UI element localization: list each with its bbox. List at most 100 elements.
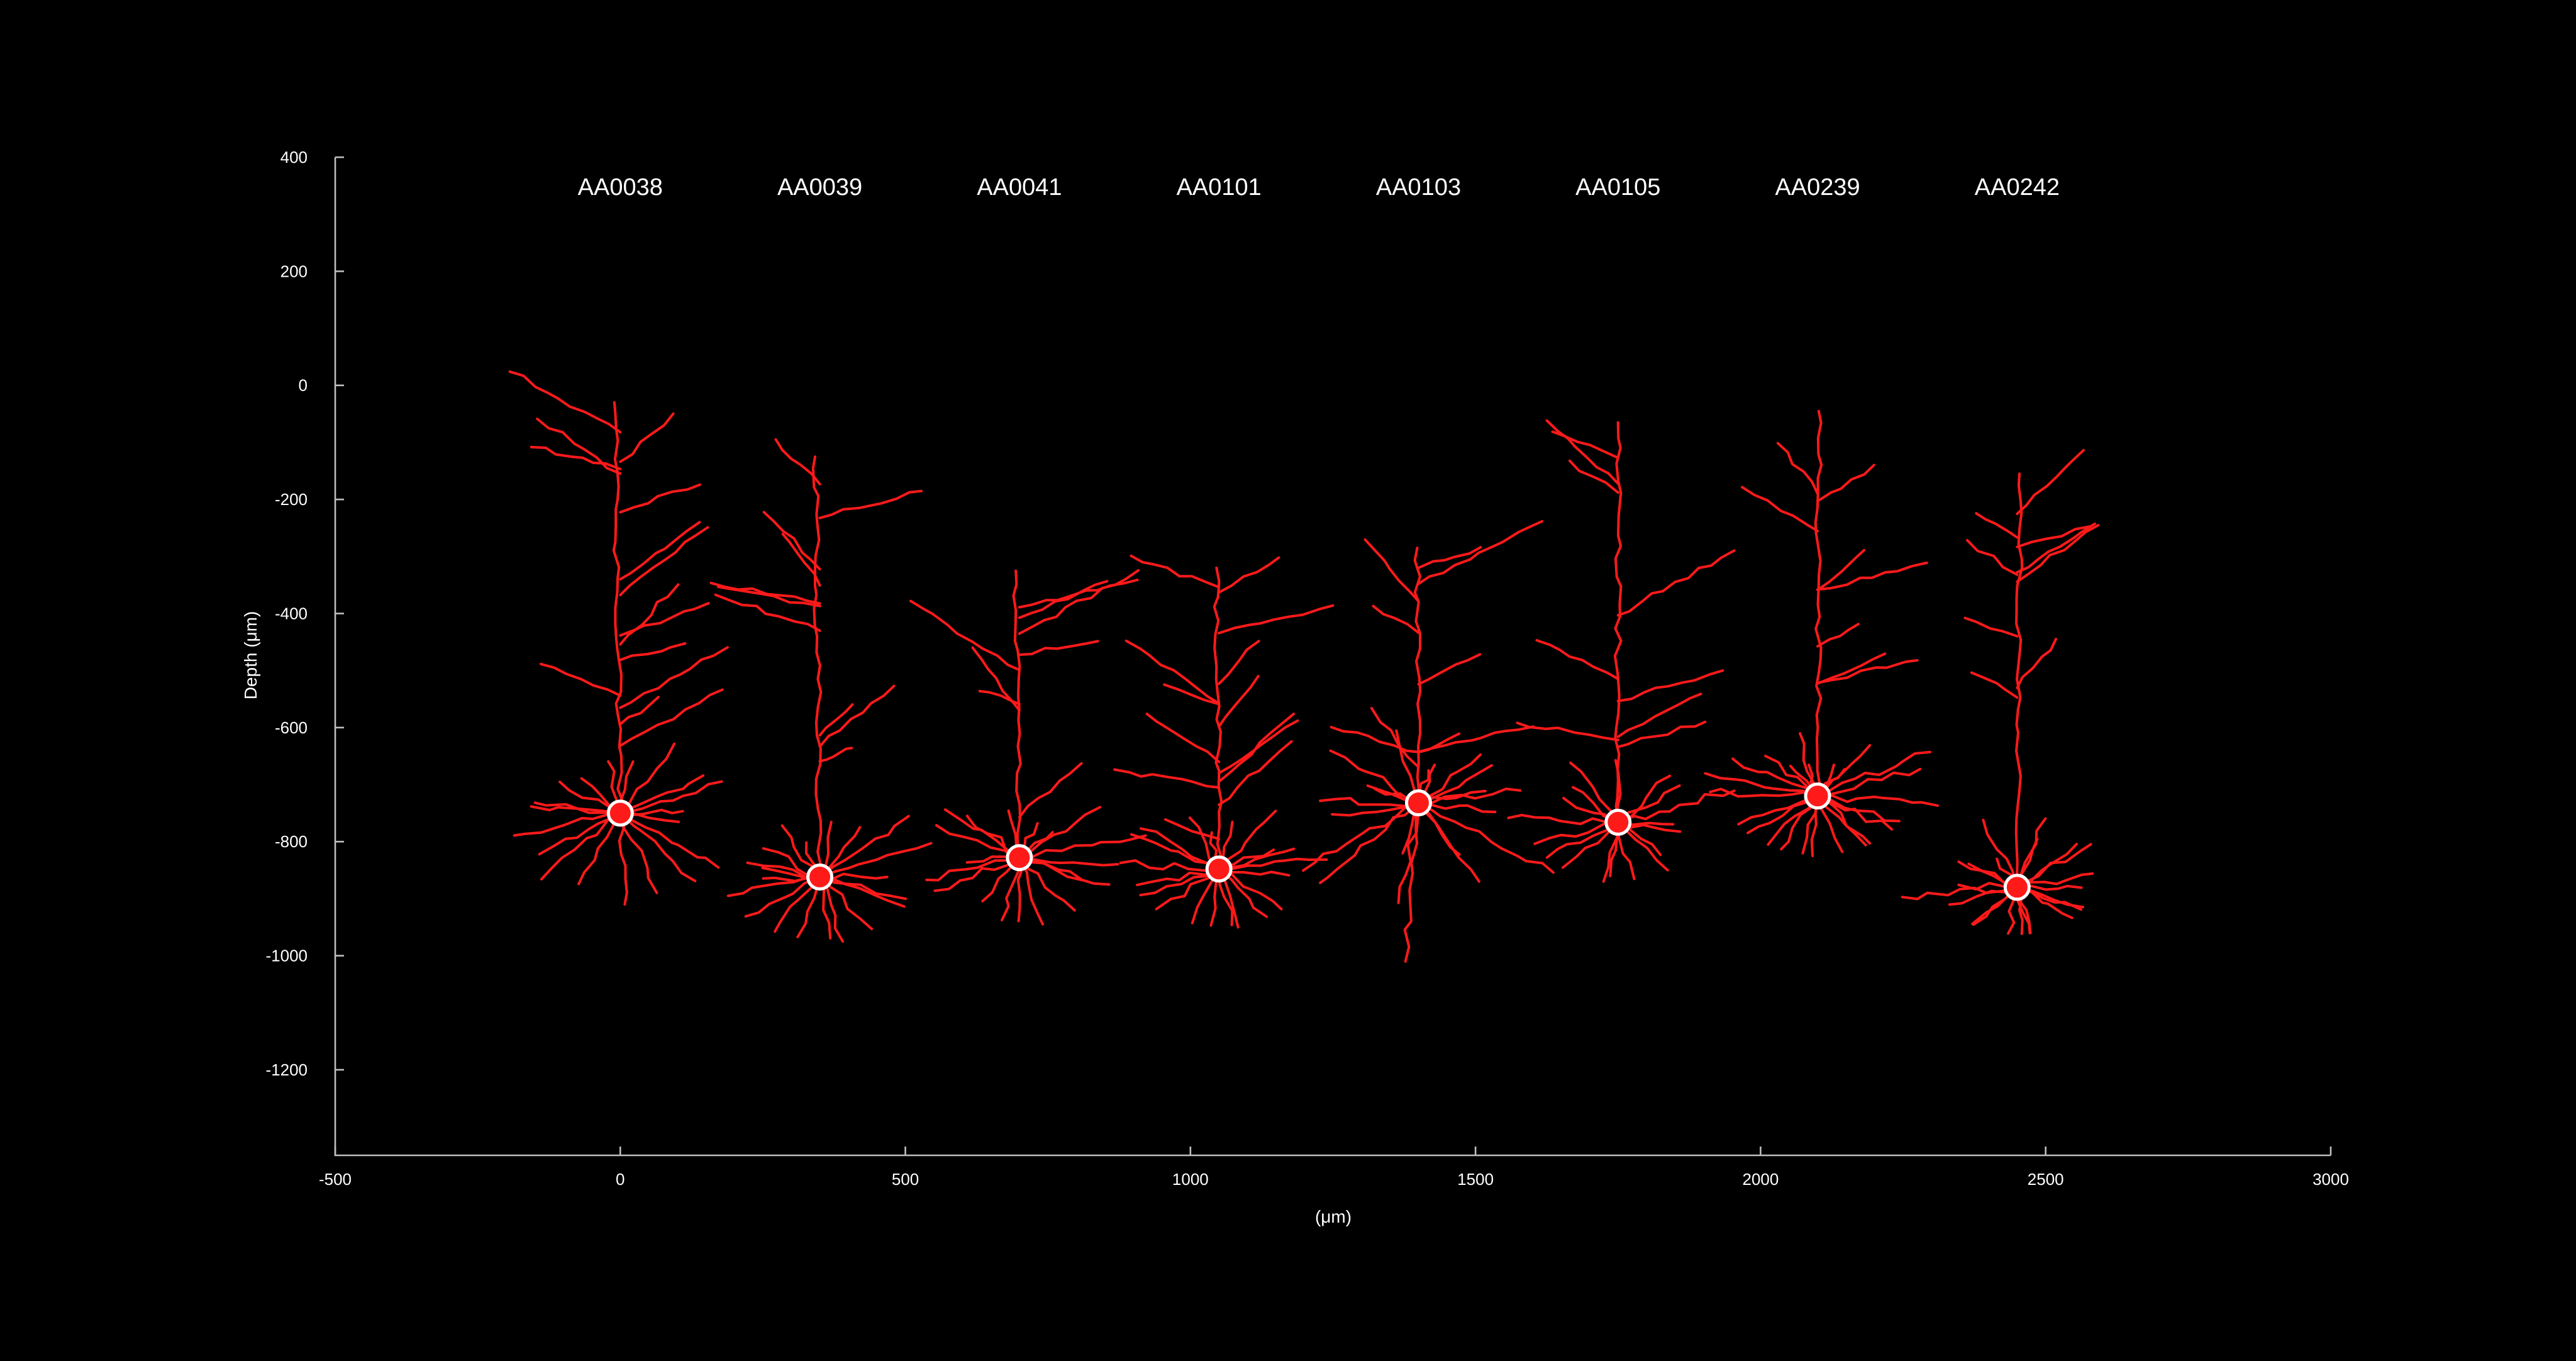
y-tick-label: -600 bbox=[275, 718, 308, 737]
oblique-dendrite bbox=[1163, 818, 1221, 840]
oblique-dendrite bbox=[619, 583, 680, 646]
oblique-dendrite bbox=[1370, 707, 1420, 769]
oblique-dendrite bbox=[1330, 726, 1420, 753]
oblique-dendrite bbox=[1417, 653, 1482, 686]
oblique-dendrite bbox=[619, 602, 710, 637]
soma-marker bbox=[606, 799, 634, 827]
oblique-dendrite bbox=[1018, 762, 1083, 819]
soma-marker bbox=[2003, 874, 2031, 901]
basal-dendrite bbox=[1119, 859, 1221, 872]
basal-dendrite bbox=[1816, 793, 1940, 807]
neuron-aa0041: AA0041 bbox=[909, 174, 1147, 926]
tuft-dendrite bbox=[530, 445, 622, 470]
tuft-dendrite bbox=[1218, 556, 1280, 594]
tuft-dendrite bbox=[1018, 579, 1139, 609]
oblique-dendrite bbox=[1124, 640, 1221, 705]
oblique-dendrite bbox=[619, 646, 729, 709]
descending-process bbox=[618, 811, 628, 906]
oblique-dendrite bbox=[1816, 623, 1860, 648]
basal-dendrite bbox=[1507, 814, 1619, 825]
basal-dendrite bbox=[818, 842, 933, 879]
oblique-dendrite bbox=[540, 662, 622, 697]
tuft-dendrite bbox=[1551, 430, 1619, 459]
basal-dendrite bbox=[619, 780, 723, 814]
apical-dendrite bbox=[1213, 566, 1223, 870]
basal-dendrite bbox=[558, 780, 622, 814]
tuft-dendrite bbox=[1363, 538, 1420, 603]
oblique-dendrite bbox=[1417, 725, 1535, 753]
descending-process bbox=[1018, 856, 1044, 926]
basal-dendrite bbox=[1417, 801, 1555, 874]
basal-dendrite bbox=[1709, 787, 1819, 798]
basal-dendrite bbox=[1561, 821, 1619, 869]
basal-dendrite bbox=[1397, 801, 1420, 904]
oblique-dendrite bbox=[714, 593, 821, 632]
basal-dendrite bbox=[1302, 801, 1420, 872]
neuron-aa0105: AA0105 bbox=[1507, 174, 1736, 883]
apical-dendrite bbox=[2014, 472, 2024, 889]
oblique-dendrite bbox=[2016, 524, 2100, 583]
neuron-aa0039: AA0039 bbox=[709, 174, 933, 943]
basal-dendrite bbox=[818, 814, 910, 879]
apical-dendrite bbox=[811, 455, 823, 879]
basal-dendrite bbox=[540, 811, 622, 880]
basal-dendrite bbox=[925, 856, 1021, 882]
y-tick-label: -1000 bbox=[266, 947, 308, 965]
x-axis-label: (μm) bbox=[1315, 1207, 1352, 1226]
basal-dendrite bbox=[1816, 750, 1931, 797]
oblique-dendrite bbox=[818, 747, 853, 763]
tuft-dendrite bbox=[619, 412, 675, 464]
oblique-dendrite bbox=[1616, 669, 1724, 703]
basal-dendrite bbox=[1417, 801, 1480, 883]
basal-dendrite bbox=[1329, 749, 1420, 804]
basal-dendrite bbox=[1901, 886, 2019, 901]
basal-dendrite bbox=[1731, 757, 1819, 797]
oblique-dendrite bbox=[1218, 640, 1260, 686]
apical-dendrite bbox=[1012, 569, 1022, 859]
oblique-dendrite bbox=[619, 688, 724, 747]
tuft-dendrite bbox=[1130, 554, 1221, 589]
neuron-label: AA0105 bbox=[1575, 174, 1660, 201]
oblique-dendrite bbox=[1018, 640, 1099, 656]
oblique-dendrite bbox=[1963, 616, 2019, 638]
oblique-dendrite bbox=[1616, 720, 1707, 748]
y-tick-label: -1200 bbox=[266, 1060, 308, 1079]
basal-dendrite bbox=[1018, 856, 1076, 912]
basal-dendrite bbox=[1616, 789, 1736, 824]
neuron-aa0103: AA0103 bbox=[1302, 174, 1555, 963]
basal-dendrite bbox=[818, 875, 906, 908]
y-tick-label: 200 bbox=[280, 262, 308, 281]
basal-dendrite bbox=[1816, 794, 1893, 831]
y-axis-ticks: 400 200 0 -200 -400 -600 -800 -1000 -1200 bbox=[266, 148, 344, 1079]
tuft-dendrite bbox=[818, 489, 923, 519]
oblique-dendrite bbox=[909, 599, 1021, 672]
soma-marker bbox=[806, 863, 834, 891]
y-tick-label: -200 bbox=[275, 490, 308, 509]
tuft-dendrite bbox=[1816, 464, 1875, 503]
y-tick-label: -800 bbox=[275, 832, 308, 851]
neuron-label: AA0242 bbox=[1975, 174, 2060, 201]
basal-dendrite bbox=[619, 811, 720, 869]
oblique-dendrite bbox=[1545, 419, 1619, 485]
y-tick-label: -400 bbox=[275, 604, 308, 623]
soma-marker bbox=[1404, 789, 1432, 817]
apical-dendrite bbox=[1814, 409, 1823, 797]
x-tick-label: -500 bbox=[319, 1170, 352, 1189]
basal-dendrite bbox=[933, 856, 1021, 892]
x-tick-label: 1500 bbox=[1457, 1170, 1494, 1189]
oblique-dendrite bbox=[1616, 692, 1702, 738]
basal-dendrite bbox=[1018, 834, 1147, 859]
oblique-dendrite bbox=[1616, 549, 1736, 617]
oblique-dendrite bbox=[1113, 768, 1221, 789]
oblique-dendrite bbox=[1975, 512, 2019, 539]
basal-dendrite bbox=[818, 875, 908, 901]
tuft-dendrite bbox=[1966, 539, 2019, 576]
oblique-dendrite bbox=[619, 696, 660, 726]
apical-dendrite bbox=[612, 401, 625, 814]
tuft-dendrite bbox=[2016, 525, 2091, 548]
basal-dendrite bbox=[619, 774, 705, 814]
x-tick-label: 2500 bbox=[2028, 1170, 2064, 1189]
soma-marker bbox=[1604, 808, 1632, 836]
neuron-label: AA0101 bbox=[1177, 174, 1262, 201]
